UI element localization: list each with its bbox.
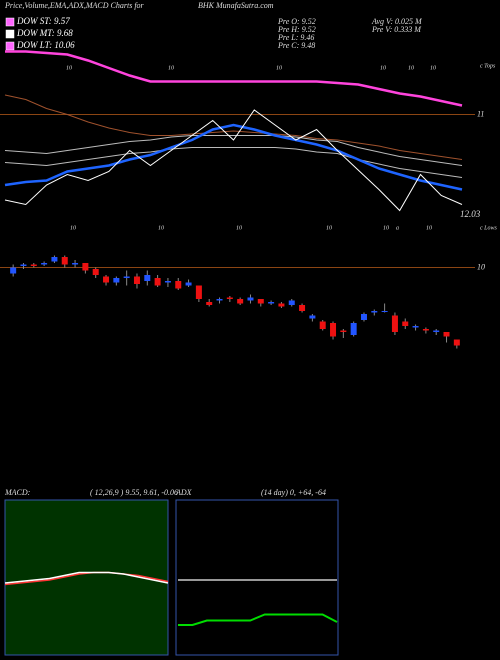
series-line: [178, 613, 338, 626]
date-label: 10: [276, 65, 282, 71]
legend-label: DOW LT: 10.06: [16, 40, 75, 50]
candle-body: [340, 330, 347, 332]
candle-body: [195, 285, 202, 299]
legend-swatch: [5, 17, 15, 27]
legend-swatch: [5, 29, 15, 39]
date-label: 10: [430, 65, 436, 71]
candle-body: [92, 269, 99, 275]
candle-body: [391, 315, 398, 332]
candle-body: [237, 299, 244, 304]
stat-label: Pre H: 9.52: [277, 25, 316, 34]
candle-body: [443, 332, 450, 337]
candle-body: [330, 323, 337, 337]
candle-body: [319, 321, 326, 329]
stat-label: Pre V: 0.333 M: [371, 25, 422, 34]
stat-label: Pre O: 9.52: [277, 17, 316, 26]
date-label: 10: [70, 225, 76, 231]
page-title: Price,Volume,EMA,ADX,MACD Charts for: [4, 1, 145, 10]
date-label: 10: [408, 65, 414, 71]
candle-body: [309, 315, 316, 319]
candle-body: [82, 263, 89, 271]
candle-body: [206, 302, 213, 305]
candle-body: [175, 281, 182, 289]
date-label: a: [396, 225, 399, 231]
candle-body: [257, 299, 264, 304]
candle-body: [72, 263, 79, 265]
candle-body: [288, 300, 295, 305]
candle-body: [164, 281, 171, 283]
date-label: 10: [380, 65, 386, 71]
candle-body: [412, 326, 419, 328]
series-line: [4, 571, 169, 584]
candle-body: [61, 257, 68, 265]
site-name: BHK MunafaSutra.com: [198, 1, 274, 10]
candle-body: [154, 278, 161, 286]
candle-body: [247, 297, 254, 301]
annotation: c Tops: [480, 63, 496, 69]
series-line: [4, 147, 463, 178]
candle-body: [278, 303, 285, 307]
candle-body: [144, 275, 151, 281]
candle-body: [216, 299, 223, 301]
candle-body: [10, 267, 17, 274]
stat-label: Avg V: 0.025 M: [371, 17, 423, 26]
candle-body: [299, 305, 306, 311]
candle-body: [453, 339, 460, 346]
candle-body: [433, 330, 440, 332]
panel: [175, 499, 339, 656]
candle-body: [350, 323, 357, 335]
candle-body: [103, 276, 110, 283]
candle-body: [371, 311, 378, 313]
candle-body: [123, 276, 130, 278]
panel-subtitle: (14 day) 0, +64, -64: [261, 488, 326, 497]
y-tick-label: 10: [477, 262, 485, 271]
date-label: 10: [158, 225, 164, 231]
candle-body: [402, 321, 409, 326]
series-line: [5, 50, 463, 107]
legend-label: DOW MT: 9.68: [16, 28, 73, 38]
candle-body: [113, 278, 120, 283]
candle-body: [185, 282, 192, 286]
candle-body: [381, 311, 388, 312]
annotation: c Lows: [480, 225, 498, 231]
series-line: [4, 135, 463, 166]
series-line: [4, 123, 463, 191]
candle-body: [226, 297, 233, 299]
candle-body: [30, 264, 37, 266]
candle-body: [133, 276, 140, 284]
legend-swatch: [5, 41, 15, 51]
date-label: 10: [426, 225, 432, 231]
annotation: 12.03: [460, 209, 481, 219]
date-label: 10: [66, 65, 72, 71]
legend-label: DOW ST: 9.57: [16, 16, 70, 26]
candle-body: [51, 257, 58, 262]
panel-title: MACD:: [4, 488, 31, 497]
candle-body: [20, 264, 27, 266]
series-line: [4, 94, 463, 160]
candle-body: [268, 302, 275, 304]
candle-body: [41, 263, 48, 265]
stat-label: Pre L: 9.46: [277, 33, 314, 42]
date-label: 10: [168, 65, 174, 71]
stat-label: Pre C: 9.48: [277, 41, 315, 50]
series-line: [4, 109, 463, 212]
date-label: 10: [326, 225, 332, 231]
date-label: 10: [383, 225, 389, 231]
panel-subtitle: ( 12,26,9 ) 9.55, 9.61, -0.06: [90, 488, 178, 497]
panel-title: ADX: [175, 488, 193, 497]
candle-body: [360, 314, 367, 320]
y-tick-label: 11: [477, 109, 484, 118]
date-label: 10: [236, 225, 242, 231]
candle-body: [422, 329, 429, 331]
